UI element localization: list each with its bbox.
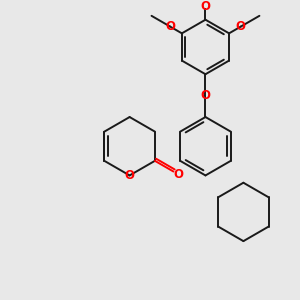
Text: O: O xyxy=(200,89,211,102)
Text: O: O xyxy=(173,168,184,181)
Text: O: O xyxy=(200,0,211,13)
Text: O: O xyxy=(236,20,246,33)
Text: O: O xyxy=(165,20,175,33)
Text: O: O xyxy=(124,169,135,182)
